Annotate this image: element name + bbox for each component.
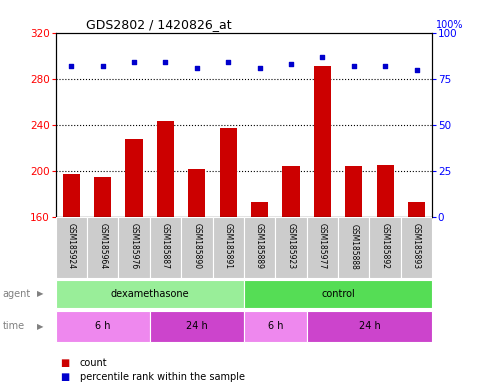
Text: GSM185890: GSM185890 (192, 223, 201, 270)
Text: 6 h: 6 h (95, 321, 111, 331)
Bar (251, 202, 268, 217)
Text: percentile rank within the sample: percentile rank within the sample (80, 372, 245, 382)
Bar (150, 311, 244, 342)
Point (224, 59, 232, 65)
Text: GSM185888: GSM185888 (349, 223, 358, 270)
Text: ▶: ▶ (37, 289, 43, 298)
Bar (94, 177, 111, 217)
Bar (338, 217, 369, 278)
Bar (244, 280, 432, 308)
Bar (150, 217, 181, 278)
Bar (220, 128, 237, 217)
Bar (87, 217, 118, 278)
Point (350, 63, 357, 69)
Point (99, 63, 107, 69)
Bar (369, 217, 401, 278)
Text: GSM185976: GSM185976 (129, 223, 139, 270)
Text: 24 h: 24 h (358, 321, 381, 331)
Bar (56, 217, 87, 278)
Point (130, 59, 138, 65)
Point (382, 63, 389, 69)
Bar (56, 280, 244, 308)
Bar (63, 174, 80, 217)
Bar (345, 166, 362, 217)
Bar (126, 139, 142, 217)
Text: ▶: ▶ (37, 322, 43, 331)
Bar (213, 217, 244, 278)
Bar (401, 217, 432, 278)
Bar (408, 202, 425, 217)
Text: GSM185889: GSM185889 (255, 223, 264, 270)
Point (68, 63, 75, 69)
Bar (244, 217, 275, 278)
Text: time: time (2, 321, 25, 331)
Point (319, 53, 327, 60)
Point (412, 66, 420, 73)
Bar (157, 121, 174, 217)
Bar (283, 166, 299, 217)
Bar (307, 217, 338, 278)
Bar (275, 217, 307, 278)
Bar (377, 165, 394, 217)
Text: GSM185964: GSM185964 (98, 223, 107, 270)
Bar (188, 169, 205, 217)
Point (287, 61, 295, 67)
Text: GSM185891: GSM185891 (224, 223, 233, 270)
Text: 6 h: 6 h (268, 321, 283, 331)
Bar (181, 217, 213, 278)
Text: GSM185893: GSM185893 (412, 223, 421, 270)
Text: GDS2802 / 1420826_at: GDS2802 / 1420826_at (85, 18, 231, 31)
Text: ■: ■ (60, 358, 70, 368)
Text: GSM185923: GSM185923 (286, 223, 296, 270)
Text: GSM185887: GSM185887 (161, 223, 170, 270)
Text: agent: agent (2, 289, 30, 299)
Bar (56, 311, 150, 342)
Bar (118, 217, 150, 278)
Bar (244, 311, 307, 342)
Text: 100%: 100% (437, 20, 464, 30)
Bar (307, 311, 432, 342)
Text: GSM185892: GSM185892 (381, 223, 390, 270)
Text: GSM185924: GSM185924 (67, 223, 76, 270)
Text: control: control (321, 289, 355, 299)
Text: count: count (80, 358, 107, 368)
Point (193, 65, 201, 71)
Text: ■: ■ (60, 372, 70, 382)
Text: dexamethasone: dexamethasone (111, 289, 189, 299)
Point (161, 59, 170, 65)
Point (256, 65, 264, 71)
Bar (314, 66, 331, 217)
Text: GSM185977: GSM185977 (318, 223, 327, 270)
Text: 24 h: 24 h (186, 321, 208, 331)
